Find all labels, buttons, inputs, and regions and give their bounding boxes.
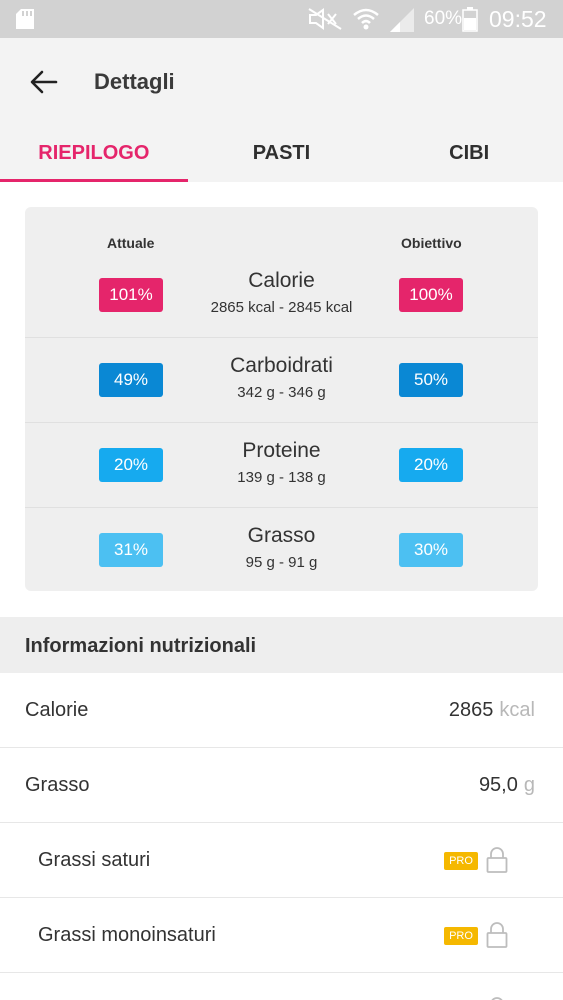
nutrient-unit: kcal [499, 699, 535, 721]
nutrition-section-header: Informazioni nutrizionali [0, 617, 563, 673]
goal-percent-badge: 50% [399, 363, 463, 397]
macro-row-carboidrati: 49% Carboidrati 342 g - 346 g 50% [25, 338, 538, 423]
nutrient-value-group: 2865 kcal [449, 699, 535, 722]
macro-row-calorie: 101% Calorie 2865 kcal - 2845 kcal 100% [25, 253, 538, 338]
actual-percent-badge: 20% [99, 448, 163, 482]
macro-name: Proteine [242, 439, 321, 462]
nutrient-value: 95,0 [478, 774, 518, 796]
sd-card-icon [16, 9, 34, 29]
macro-row-grasso: 31% Grasso 95 g - 91 g 30% [25, 508, 538, 591]
nutrition-row-calorie[interactable]: Calorie 2865 kcal [0, 673, 563, 748]
nutrition-row-next[interactable] [0, 973, 563, 1000]
battery-icon [462, 7, 478, 32]
nutrition-row-grassi-monoinsaturi[interactable]: Grassi monoinsaturi PRO [0, 898, 563, 973]
macro-name: Carboidrati [230, 354, 333, 377]
app-bar: Dettagli [0, 38, 563, 126]
nutrition-row-grassi-saturi[interactable]: Grassi saturi PRO [0, 823, 563, 898]
nutrition-row-grasso[interactable]: Grasso 95,0 g [0, 748, 563, 823]
wifi-icon [353, 8, 379, 30]
pro-badge[interactable]: PRO [444, 852, 478, 870]
status-bar: 60% 09:52 [0, 0, 563, 38]
macro-name: Calorie [248, 269, 315, 292]
lock-icon[interactable] [486, 921, 508, 949]
goal-percent-badge: 100% [399, 278, 463, 312]
tab-pasti[interactable]: PASTI [252, 142, 311, 164]
nutrient-label: Grassi saturi [38, 849, 151, 871]
macro-detail: 342 g - 346 g [237, 384, 326, 401]
tab-riepilogo[interactable]: RIEPILOGO [0, 126, 188, 182]
macro-summary-card: Attuale Obiettivo 101% Calorie 2865 kcal… [25, 207, 538, 591]
tab-cibi[interactable]: CIBI [449, 142, 490, 164]
nutrient-value: 2865 [448, 699, 494, 721]
mute-icon [308, 8, 342, 30]
macro-detail: 95 g - 91 g [245, 554, 318, 571]
back-arrow-icon[interactable] [28, 66, 60, 98]
nutrient-unit: g [523, 774, 535, 796]
goal-percent-badge: 30% [399, 533, 463, 567]
goal-percent-badge: 20% [399, 448, 463, 482]
nutrient-label: Calorie [25, 699, 89, 721]
macro-name: Grasso [247, 524, 316, 547]
macro-row-proteine: 20% Proteine 139 g - 138 g 20% [25, 423, 538, 508]
lock-icon[interactable] [486, 846, 508, 874]
tab-bar: RIEPILOGO PASTI CIBI [0, 126, 563, 182]
actual-column-header: Attuale [107, 235, 155, 251]
section-title: Informazioni nutrizionali [25, 635, 257, 657]
clock: 09:52 [489, 6, 547, 32]
nutrient-value-group: 95,0 g [479, 774, 535, 797]
signal-icon [390, 8, 414, 32]
battery-percent: 60% [424, 8, 463, 29]
lock-icon[interactable] [486, 996, 508, 1000]
page-title: Dettagli [94, 69, 175, 94]
actual-percent-badge: 101% [99, 278, 163, 312]
actual-percent-badge: 49% [99, 363, 163, 397]
pro-badge[interactable]: PRO [444, 927, 478, 945]
actual-percent-badge: 31% [99, 533, 163, 567]
nutrient-label: Grasso [25, 774, 90, 796]
macro-detail: 2865 kcal - 2845 kcal [210, 299, 353, 316]
macro-detail: 139 g - 138 g [237, 469, 326, 486]
goal-column-header: Obiettivo [401, 235, 462, 251]
nutrient-label: Grassi monoinsaturi [38, 924, 216, 946]
